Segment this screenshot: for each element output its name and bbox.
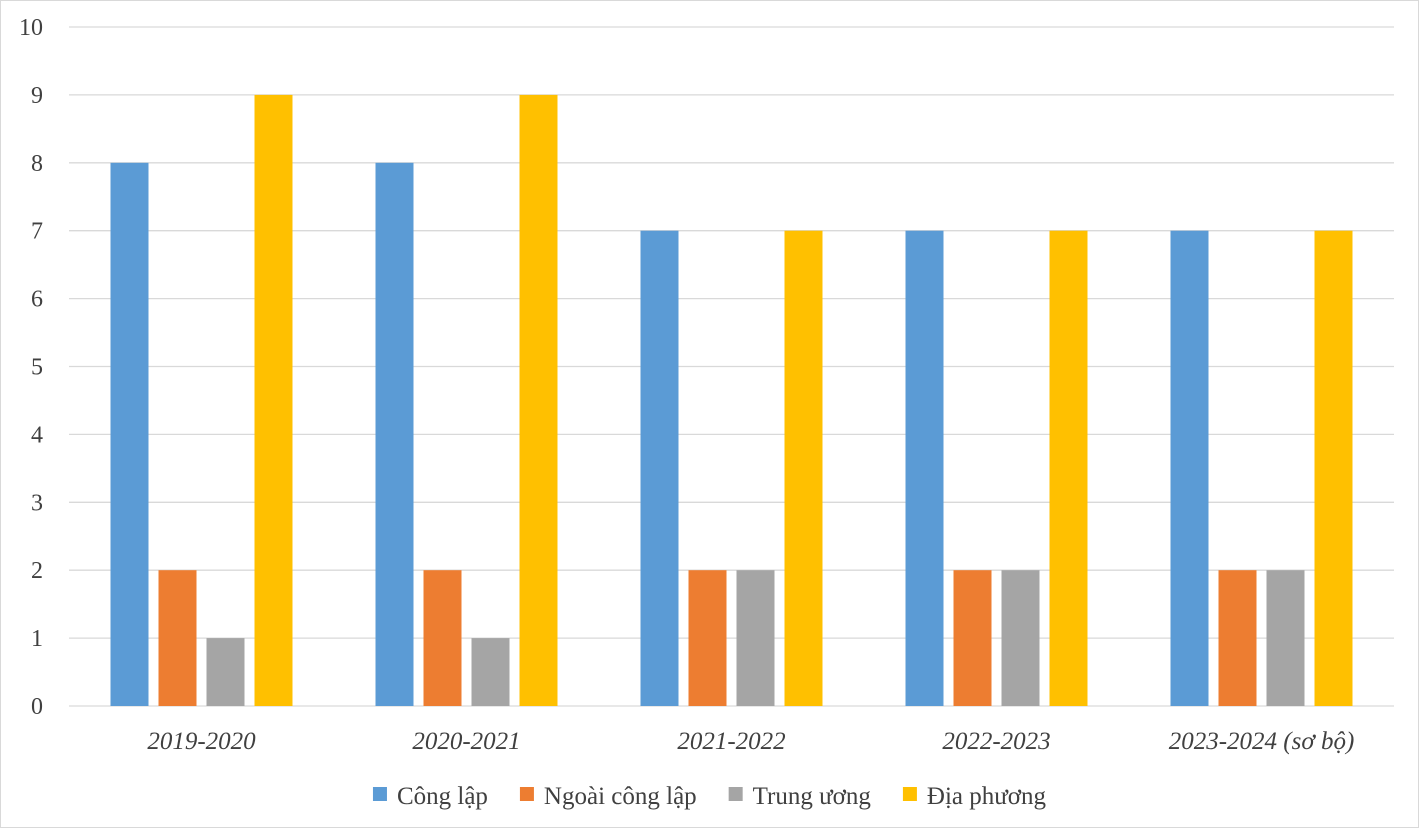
bar-1-0: [375, 162, 414, 707]
bar-0-3: [254, 94, 293, 706]
y-tick-label: 4: [31, 422, 43, 448]
bar-1-3: [519, 94, 558, 706]
bar-1-2: [471, 638, 510, 706]
legend-item: Ngoài công lập: [519, 783, 697, 810]
bar-3-0: [905, 230, 944, 706]
bar-0-2: [206, 638, 245, 706]
legend-label: Trung ương: [753, 783, 872, 810]
bar-4-3: [1314, 230, 1353, 706]
y-tick-label: 0: [31, 694, 43, 720]
y-tick-label: 10: [19, 15, 43, 41]
bar-2-1: [688, 570, 727, 706]
bar-3-3: [1049, 230, 1088, 706]
legend-swatch: [902, 787, 917, 801]
bar-3-2: [1001, 570, 1040, 706]
legend-label: Ngoài công lập: [544, 783, 697, 810]
bar-4-1: [1218, 570, 1257, 706]
x-tick-label: 2019-2020: [147, 728, 256, 755]
y-tick-label: 2: [31, 558, 43, 584]
y-tick-label: 6: [31, 287, 43, 313]
bar-2-3: [784, 230, 823, 706]
x-tick-label: 2021-2022: [677, 728, 785, 755]
bars: [110, 94, 1353, 707]
legend-label: Công lập: [397, 783, 488, 810]
bar-1-1: [423, 570, 462, 706]
legend-swatch: [728, 787, 743, 801]
legend-swatch: [372, 787, 387, 801]
y-axis-ticks: 0 1 2 3 4 5 6 7 8 9 10: [19, 15, 43, 720]
legend-item: Địa phương: [902, 783, 1047, 810]
y-tick-label: 7: [31, 219, 43, 245]
x-tick-label: 2022-2023: [942, 728, 1050, 755]
legend: Công lập Ngoài công lập Trung ương Địa phươ…: [372, 783, 1047, 810]
y-tick-label: 5: [31, 355, 43, 381]
legend-label: Địa phương: [927, 783, 1047, 810]
x-tick-label: 2023-2024 (sơ bộ): [1169, 728, 1355, 755]
x-axis-ticks: 2019-2020 2020-2021 2021-2022 2022-2023 2023…: [147, 728, 1354, 755]
bar-0-1: [158, 570, 197, 706]
y-tick-label: 3: [31, 490, 43, 516]
y-tick-label: 9: [31, 83, 43, 109]
bar-3-1: [953, 570, 992, 706]
y-tick-label: 1: [31, 626, 43, 652]
bar-0-0: [110, 162, 149, 707]
bar-2-2: [736, 570, 775, 706]
legend-item: Trung ương: [728, 783, 872, 810]
bar-4-0: [1170, 230, 1209, 706]
bar-2-0: [640, 230, 679, 706]
legend-swatch: [519, 787, 534, 801]
x-tick-label: 2020-2021: [412, 728, 520, 755]
y-tick-label: 8: [31, 151, 43, 177]
legend-item: Công lập: [372, 783, 488, 810]
bar-4-2: [1266, 570, 1305, 706]
